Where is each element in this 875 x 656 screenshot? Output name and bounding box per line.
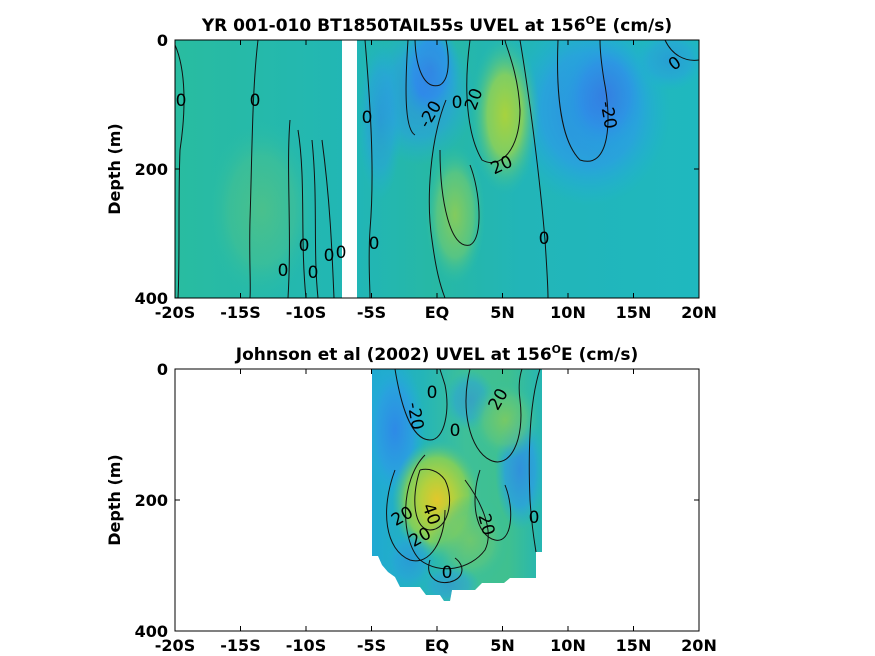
contour-label: 0 bbox=[250, 91, 261, 111]
x-tick-label: -20S bbox=[155, 303, 195, 322]
top-ylabel: Depth (m) bbox=[105, 123, 124, 215]
contour-label: 0 bbox=[450, 421, 461, 441]
top-panel: YR 001-010 BT1850TAIL55s UVEL at 156OE (… bbox=[105, 14, 717, 322]
x-tick-label: 20N bbox=[681, 303, 717, 322]
x-tick-label: -15S bbox=[220, 303, 260, 322]
contour-label: 0 bbox=[529, 508, 540, 528]
y-tick-label: 0 bbox=[157, 360, 168, 379]
contour-label: 0 bbox=[299, 236, 310, 256]
contour-label: 0 bbox=[427, 383, 438, 403]
bottom-ticks: -20S -15S -10S -5S EQ 5N 10N 15N 20N 0 200 400 bbox=[135, 360, 717, 655]
x-tick-label: -5S bbox=[357, 303, 386, 322]
bottom-title: Johnson et al (2002) UVEL at 156OE (cm/s… bbox=[235, 343, 638, 365]
x-tick-label: 20N bbox=[681, 636, 717, 655]
x-tick-label: 10N bbox=[550, 636, 586, 655]
top-title: YR 001-010 BT1850TAIL55s UVEL at 156OE (… bbox=[201, 14, 672, 36]
x-tick-label: EQ bbox=[425, 303, 450, 322]
contour-label: 0 bbox=[308, 263, 319, 283]
bottom-panel: Johnson et al (2002) UVEL at 156OE (cm/s… bbox=[105, 343, 717, 655]
x-tick-label: -15S bbox=[220, 636, 260, 655]
y-tick-label: 200 bbox=[135, 491, 168, 510]
contour-label: 0 bbox=[324, 246, 335, 266]
contour-label: 0 bbox=[336, 243, 347, 263]
x-tick-label: 15N bbox=[616, 303, 652, 322]
contour-label: 0 bbox=[362, 108, 373, 128]
y-tick-label: 200 bbox=[135, 160, 168, 179]
contour-label: 0 bbox=[539, 229, 550, 249]
contour-label: 0 bbox=[369, 234, 380, 254]
contour-label: 0 bbox=[176, 91, 187, 111]
bottom-field: 0 -20 0 20 20 40 20 20 0 0 bbox=[372, 369, 542, 601]
contour-label: 0 bbox=[452, 93, 463, 113]
contour-label: -20 bbox=[596, 100, 621, 131]
contour-label: -20 bbox=[403, 401, 428, 432]
top-ticks: -20S -15S -10S -5S EQ 5N 10N 15N 20N 0 200 400 bbox=[135, 31, 717, 322]
x-tick-label: 5N bbox=[490, 303, 515, 322]
contour-label: 0 bbox=[278, 261, 289, 281]
x-tick-label: 10N bbox=[550, 303, 586, 322]
x-tick-label: 5N bbox=[490, 636, 515, 655]
x-tick-label: -10S bbox=[286, 303, 326, 322]
x-tick-label: -5S bbox=[357, 636, 386, 655]
x-tick-label: -10S bbox=[286, 636, 326, 655]
x-tick-label: 15N bbox=[616, 636, 652, 655]
top-contours bbox=[175, 40, 699, 298]
contour-label: 0 bbox=[442, 563, 453, 583]
x-tick-label: EQ bbox=[425, 636, 450, 655]
y-tick-label: 400 bbox=[135, 289, 168, 308]
y-tick-label: 400 bbox=[135, 622, 168, 641]
bottom-ylabel: Depth (m) bbox=[105, 454, 124, 546]
top-field: 0 0 0 0 0 0 0 0 0 -20 0 20 20 0 -20 0 bbox=[175, 40, 699, 298]
x-tick-label: -20S bbox=[155, 636, 195, 655]
y-tick-label: 0 bbox=[157, 31, 168, 50]
bottom-contours bbox=[386, 369, 541, 584]
